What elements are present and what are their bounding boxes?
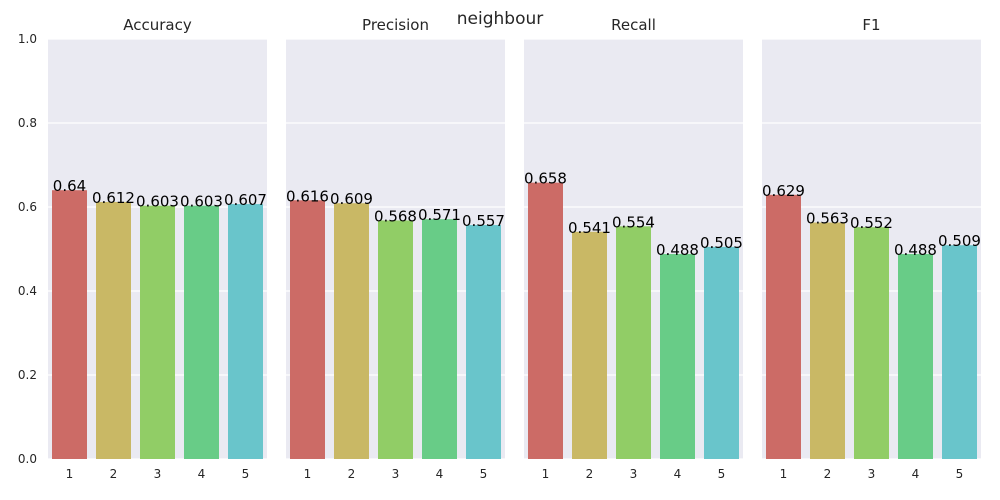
- x-tick-label: 3: [630, 467, 638, 481]
- x-tick-label: 3: [154, 467, 162, 481]
- panel-title: Precision: [362, 16, 429, 34]
- x-tick-label: 2: [348, 467, 356, 481]
- y-tick-label: 0.2: [18, 368, 37, 382]
- data-label: 0.541: [568, 219, 611, 237]
- data-label: 0.603: [136, 193, 179, 211]
- x-tick-label: 5: [718, 467, 726, 481]
- y-tick-label: 0.0: [18, 452, 37, 466]
- bar: [528, 182, 563, 459]
- data-label: 0.505: [700, 234, 743, 252]
- bar: [660, 254, 695, 459]
- y-tick-label: 1.0: [18, 32, 37, 46]
- data-label: 0.557: [462, 212, 505, 230]
- bar: [766, 194, 801, 459]
- data-label: 0.612: [92, 189, 135, 207]
- x-tick-label: 5: [480, 467, 488, 481]
- panel-recall: Recall 0.658 1 0.541 2 0.554 3 0.488 4 0.505 5: [524, 16, 743, 481]
- bar: [290, 200, 325, 459]
- bar: [378, 220, 413, 459]
- x-tick-label: 2: [110, 467, 118, 481]
- data-label: 0.603: [180, 193, 223, 211]
- x-tick-label: 2: [586, 467, 594, 481]
- bar: [334, 203, 369, 459]
- x-tick-label: 4: [912, 467, 920, 481]
- bar: [184, 205, 219, 459]
- bar: [898, 254, 933, 459]
- data-label: 0.554: [612, 213, 655, 231]
- y-tick-label: 0.4: [18, 284, 37, 298]
- bar: [52, 190, 87, 459]
- data-label: 0.563: [806, 210, 849, 228]
- x-tick-label: 1: [780, 467, 788, 481]
- data-label: 0.64: [53, 177, 86, 195]
- data-label: 0.488: [894, 241, 937, 259]
- x-tick-label: 5: [242, 467, 250, 481]
- data-label: 0.607: [224, 191, 267, 209]
- data-label: 0.571: [418, 206, 461, 224]
- bar: [466, 225, 501, 459]
- bar: [140, 205, 175, 459]
- x-tick-label: 1: [542, 467, 550, 481]
- x-tick-label: 4: [674, 467, 682, 481]
- data-label: 0.616: [286, 187, 329, 205]
- x-tick-label: 3: [868, 467, 876, 481]
- bar: [422, 219, 457, 459]
- y-axis: 0.0 0.2 0.4 0.6 0.8 1.0: [18, 32, 37, 466]
- data-label: 0.509: [938, 232, 981, 250]
- bar: [228, 204, 263, 459]
- x-tick-label: 2: [824, 467, 832, 481]
- panel-title: F1: [862, 16, 880, 34]
- x-tick-label: 5: [956, 467, 964, 481]
- data-label: 0.629: [762, 182, 805, 200]
- y-tick-label: 0.6: [18, 200, 37, 214]
- panel-title: Recall: [611, 16, 656, 34]
- bar: [810, 222, 845, 459]
- data-label: 0.568: [374, 207, 417, 225]
- bar: [96, 201, 131, 459]
- chart-panels: Accuracy0.6410.61220.60330.60340.6075Pre…: [48, 16, 981, 481]
- panel-f1: F1 0.629 1 0.563 2 0.552 3 0.488 4 0.509 5: [762, 16, 981, 481]
- figure-title: neighbour: [457, 9, 543, 29]
- panel-precision: Precision 0.616 1 0.609 2 0.568 3 0.571 4 0.557 5: [286, 16, 505, 481]
- x-tick-label: 4: [436, 467, 444, 481]
- x-tick-label: 1: [304, 467, 312, 481]
- data-label: 0.609: [330, 190, 373, 208]
- x-tick-label: 4: [198, 467, 206, 481]
- data-label: 0.658: [524, 170, 567, 188]
- bar: [704, 246, 739, 459]
- bar: [616, 226, 651, 459]
- bar: [572, 231, 607, 459]
- panel-accuracy: Accuracy 0.64 1 0.612 2 0.603 3 0.603 4 0.607 5: [48, 16, 267, 481]
- panel-title: Accuracy: [123, 16, 192, 34]
- x-tick-label: 1: [66, 467, 74, 481]
- y-tick-label: 0.8: [18, 116, 37, 130]
- x-tick-label: 3: [392, 467, 400, 481]
- bar: [942, 245, 977, 459]
- bar: [854, 227, 889, 459]
- data-label: 0.488: [656, 241, 699, 259]
- data-label: 0.552: [850, 214, 893, 232]
